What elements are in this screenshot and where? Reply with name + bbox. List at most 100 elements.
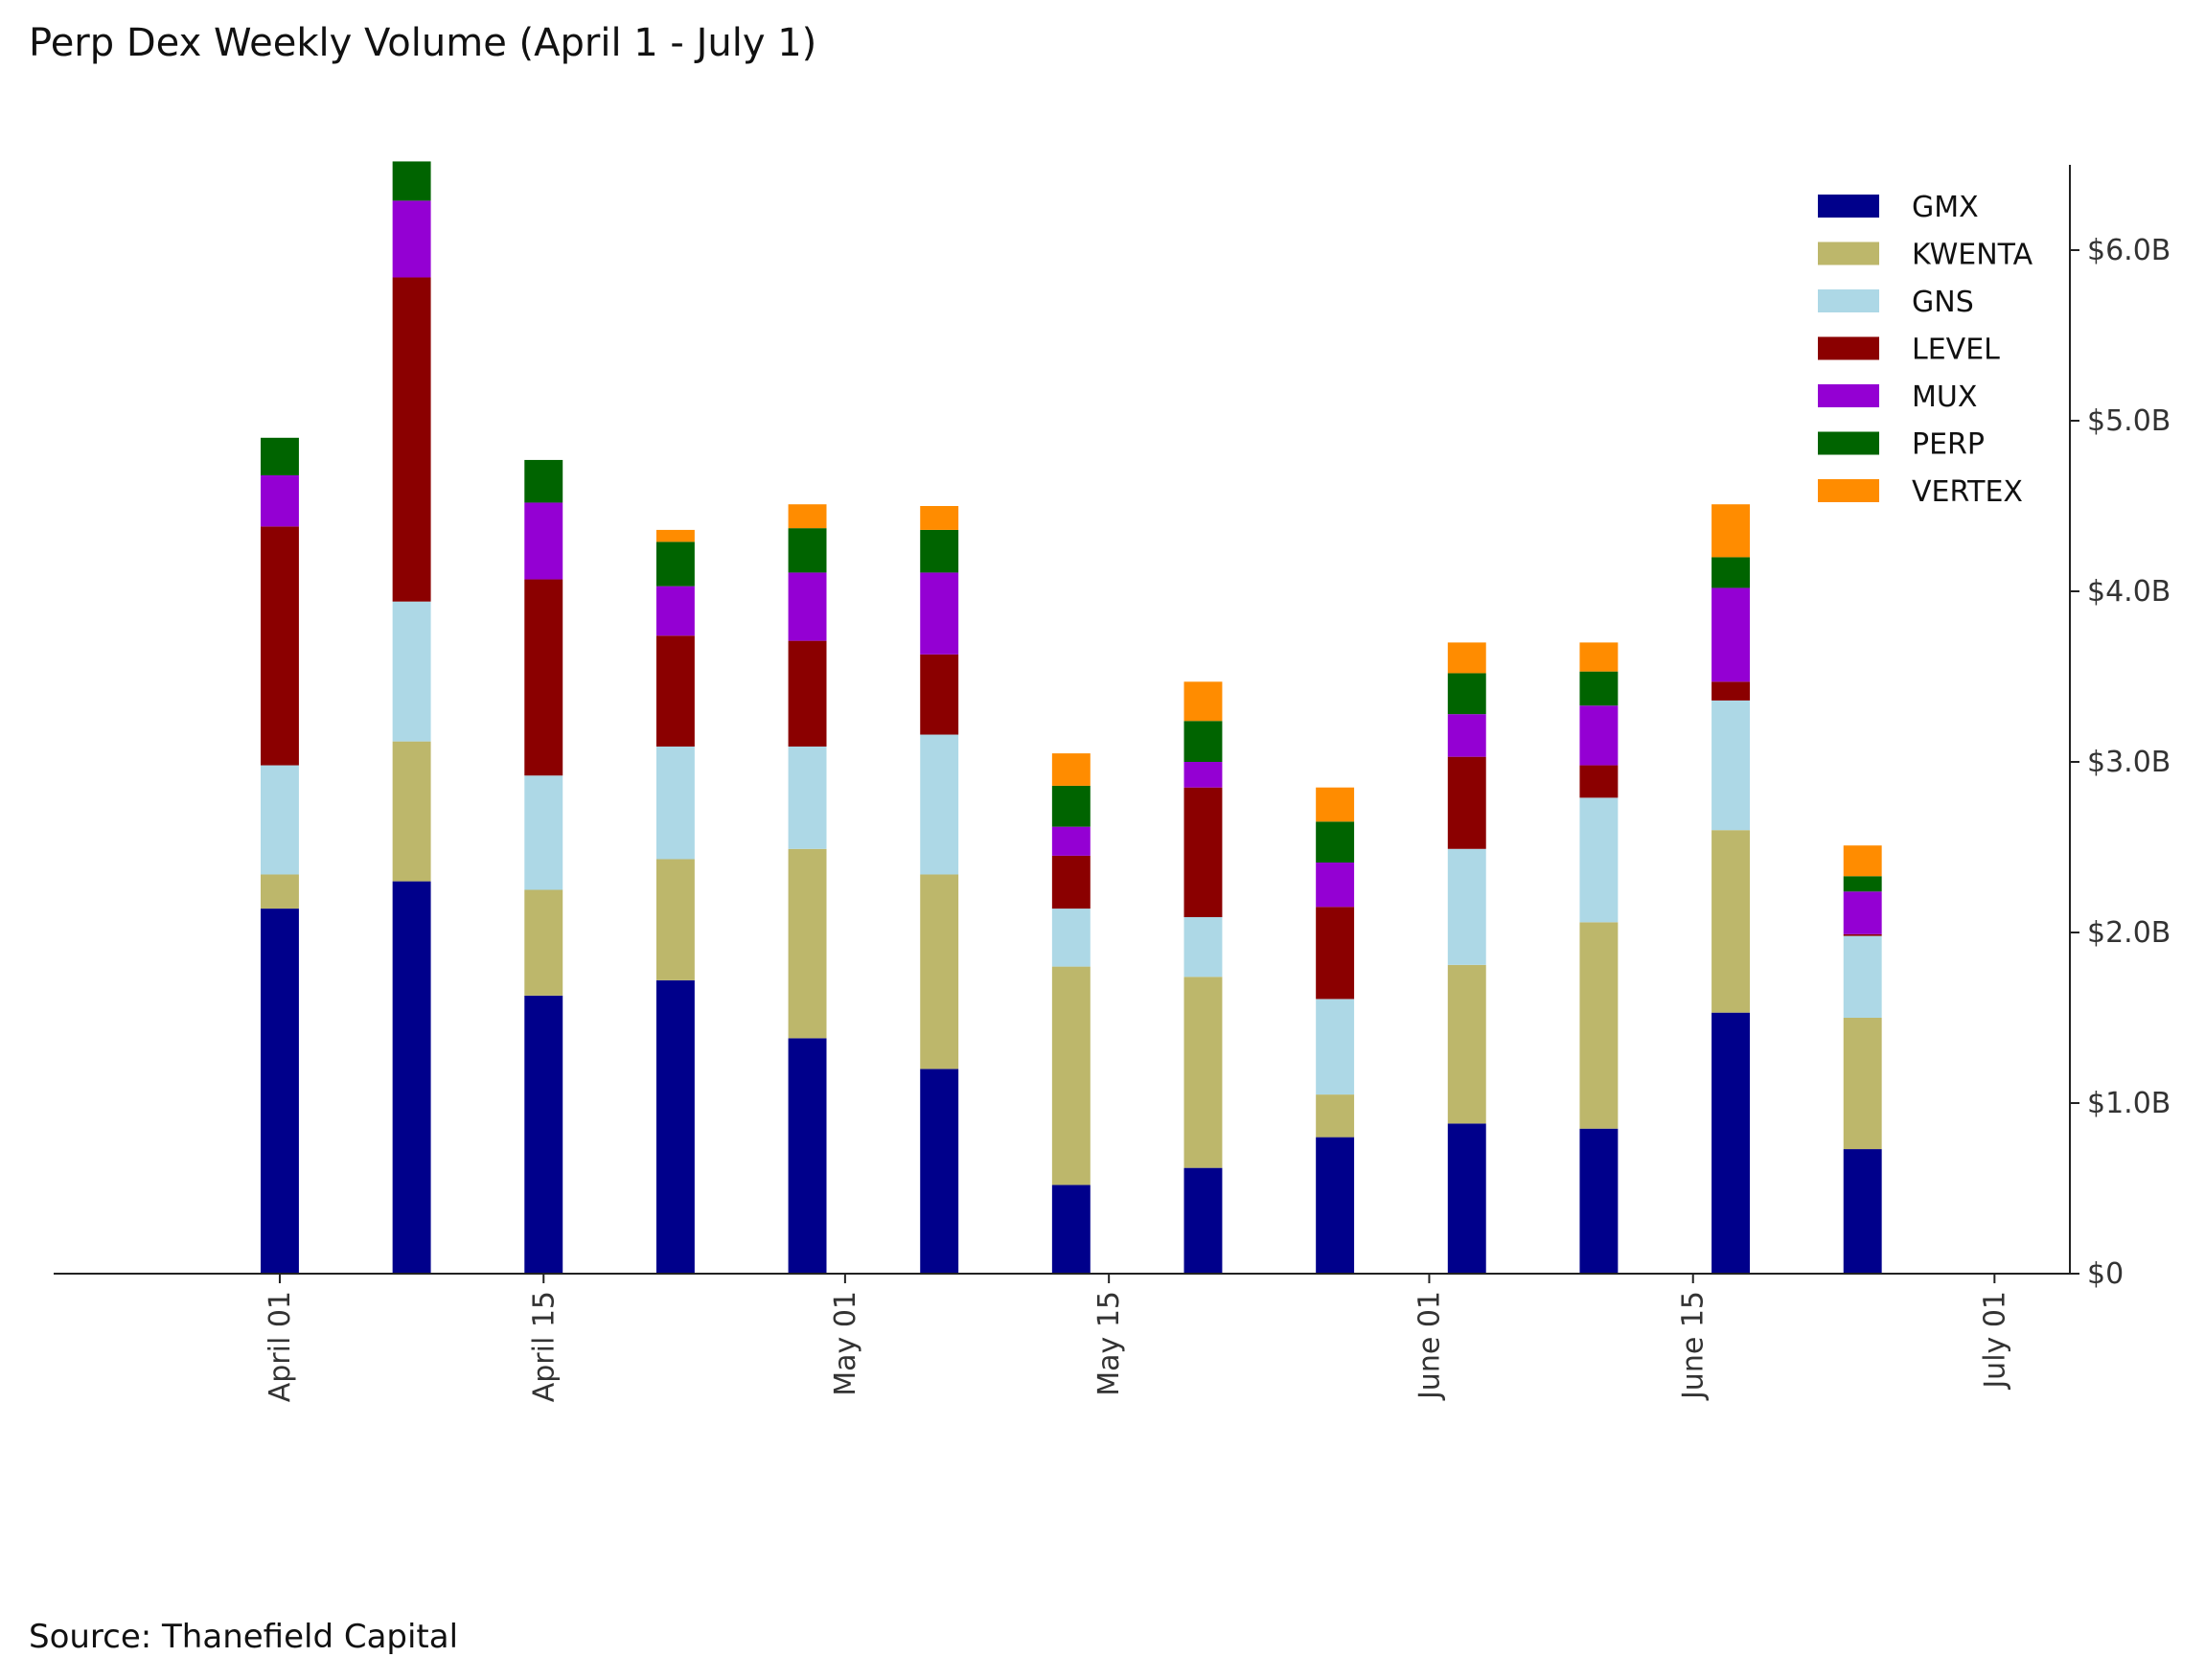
bar-mux-2023-04-08 — [392, 200, 431, 278]
y-tick-label: $6.0B — [2087, 234, 2171, 267]
legend-label-vertex: VERTEX — [1912, 475, 2023, 509]
bar-level-2023-06-24 — [1843, 933, 1882, 936]
bar-gmx-2023-04-22 — [655, 979, 695, 1274]
bar-kwenta-2023-05-27 — [1316, 1094, 1355, 1138]
bar-level-2023-05-27 — [1316, 907, 1355, 1000]
bar-gns-2023-05-27 — [1316, 999, 1355, 1095]
bar-kwenta-2023-06-17 — [1711, 830, 1751, 1013]
bar-gmx-2023-06-03 — [1447, 1123, 1486, 1274]
bar-level-2023-06-03 — [1447, 756, 1486, 849]
chart-title: Perp Dex Weekly Volume (April 1 - July 1… — [29, 21, 817, 65]
legend: GMX KWENTA GNS LEVEL MUX PERP VERTEX — [1818, 191, 2033, 509]
bar-mux-2023-04-22 — [655, 586, 695, 636]
bar-vertex-2023-06-24 — [1843, 845, 1882, 877]
bar-perp-2023-05-13 — [1051, 785, 1091, 827]
bar-mux-2023-05-13 — [1051, 826, 1091, 856]
bar-gmx-2023-05-27 — [1316, 1137, 1355, 1274]
bar-gmx-2023-04-15 — [524, 995, 563, 1274]
y-tick-label: $2.0B — [2087, 916, 2171, 950]
bar-perp-2023-04-29 — [788, 528, 827, 573]
bar-level-2023-06-17 — [1711, 681, 1751, 701]
bar-level-2023-04-01 — [261, 526, 299, 766]
bar-kwenta-2023-06-03 — [1447, 964, 1486, 1124]
legend-swatch-gmx — [1818, 195, 1879, 218]
bar-vertex-2023-06-10 — [1579, 642, 1619, 672]
bar-gmx-2023-06-24 — [1843, 1149, 1882, 1274]
bar-level-2023-04-29 — [788, 640, 827, 747]
x-tick-label: April 01 — [264, 1291, 297, 1402]
bar-gmx-2023-05-06 — [920, 1069, 959, 1274]
bar-mux-2023-05-06 — [920, 572, 959, 655]
bar-gns-2023-05-06 — [920, 734, 959, 875]
bar-mux-2023-05-20 — [1183, 762, 1223, 788]
legend-label-perp: PERP — [1912, 428, 1985, 462]
bar-gns-2023-04-15 — [524, 775, 563, 890]
y-tick-label: $0 — [2087, 1257, 2124, 1291]
bar-level-2023-05-20 — [1183, 787, 1223, 917]
bar-gns-2023-04-01 — [261, 765, 299, 875]
bar-kwenta-2023-06-24 — [1843, 1018, 1882, 1150]
bar-kwenta-2023-05-06 — [920, 874, 959, 1070]
bar-perp-2023-04-01 — [261, 437, 299, 475]
y-tick-label: $5.0B — [2087, 404, 2171, 438]
bar-perp-2023-05-20 — [1183, 721, 1223, 762]
bar-gmx-2023-06-17 — [1711, 1012, 1751, 1274]
bar-mux-2023-06-10 — [1579, 705, 1619, 766]
x-tick-label: April 15 — [527, 1291, 561, 1402]
bar-gmx-2023-04-01 — [261, 909, 299, 1274]
legend-swatch-level — [1818, 336, 1879, 360]
legend-label-mux: MUX — [1912, 380, 1977, 414]
legend-swatch-kwenta — [1818, 242, 1879, 265]
legend-label-kwenta: KWENTA — [1912, 239, 2033, 272]
x-tick-label: July 01 — [1978, 1291, 2011, 1391]
bar-mux-2023-04-15 — [524, 502, 563, 580]
bar-level-2023-06-10 — [1579, 765, 1619, 798]
bar-vertex-2023-05-13 — [1051, 753, 1091, 786]
bar-mux-2023-04-29 — [788, 572, 827, 641]
bar-mux-2023-06-03 — [1447, 714, 1486, 757]
bar-gns-2023-06-24 — [1843, 935, 1882, 1018]
bar-level-2023-04-08 — [392, 277, 431, 602]
bar-layer — [261, 161, 1882, 1274]
bar-gmx-2023-04-08 — [392, 881, 431, 1274]
source-note: Source: Thanefield Capital — [29, 1618, 459, 1656]
bar-mux-2023-06-24 — [1843, 891, 1882, 934]
bar-perp-2023-05-06 — [920, 529, 959, 573]
bar-gns-2023-06-17 — [1711, 700, 1751, 831]
y-tick-label: $1.0B — [2087, 1087, 2171, 1120]
bar-vertex-2023-06-17 — [1711, 504, 1751, 558]
legend-label-level: LEVEL — [1912, 334, 2000, 367]
bar-perp-2023-06-10 — [1579, 671, 1619, 706]
legend-swatch-gns — [1818, 289, 1879, 312]
bar-gns-2023-05-13 — [1051, 909, 1091, 967]
bar-gns-2023-06-10 — [1579, 797, 1619, 923]
bar-gns-2023-04-22 — [655, 746, 695, 860]
bar-mux-2023-04-01 — [261, 474, 299, 527]
bar-kwenta-2023-06-10 — [1579, 922, 1619, 1129]
bar-gmx-2023-05-20 — [1183, 1167, 1223, 1274]
bar-kwenta-2023-05-13 — [1051, 966, 1091, 1185]
bar-vertex-2023-05-27 — [1316, 787, 1355, 822]
bar-gns-2023-06-03 — [1447, 848, 1486, 965]
bar-gns-2023-04-08 — [392, 601, 431, 742]
x-tick-label: May 15 — [1092, 1291, 1126, 1396]
legend-swatch-vertex — [1818, 479, 1879, 502]
bar-level-2023-04-15 — [524, 579, 563, 776]
x-tick-label: June 01 — [1413, 1291, 1446, 1401]
bar-kwenta-2023-04-15 — [524, 889, 563, 996]
bar-gmx-2023-05-13 — [1051, 1185, 1091, 1274]
bar-perp-2023-04-15 — [524, 459, 563, 503]
bar-kwenta-2023-04-08 — [392, 741, 431, 882]
bar-perp-2023-05-27 — [1316, 821, 1355, 863]
bar-perp-2023-04-08 — [392, 161, 431, 201]
bar-kwenta-2023-04-22 — [655, 859, 695, 980]
bar-vertex-2023-04-29 — [788, 504, 827, 529]
bar-kwenta-2023-04-29 — [788, 848, 827, 1039]
bar-perp-2023-06-24 — [1843, 876, 1882, 892]
x-tick-label: June 15 — [1677, 1291, 1711, 1401]
bar-mux-2023-06-17 — [1711, 587, 1751, 682]
bar-level-2023-05-06 — [920, 654, 959, 735]
bar-gmx-2023-06-10 — [1579, 1128, 1619, 1274]
bar-kwenta-2023-04-01 — [261, 874, 299, 909]
